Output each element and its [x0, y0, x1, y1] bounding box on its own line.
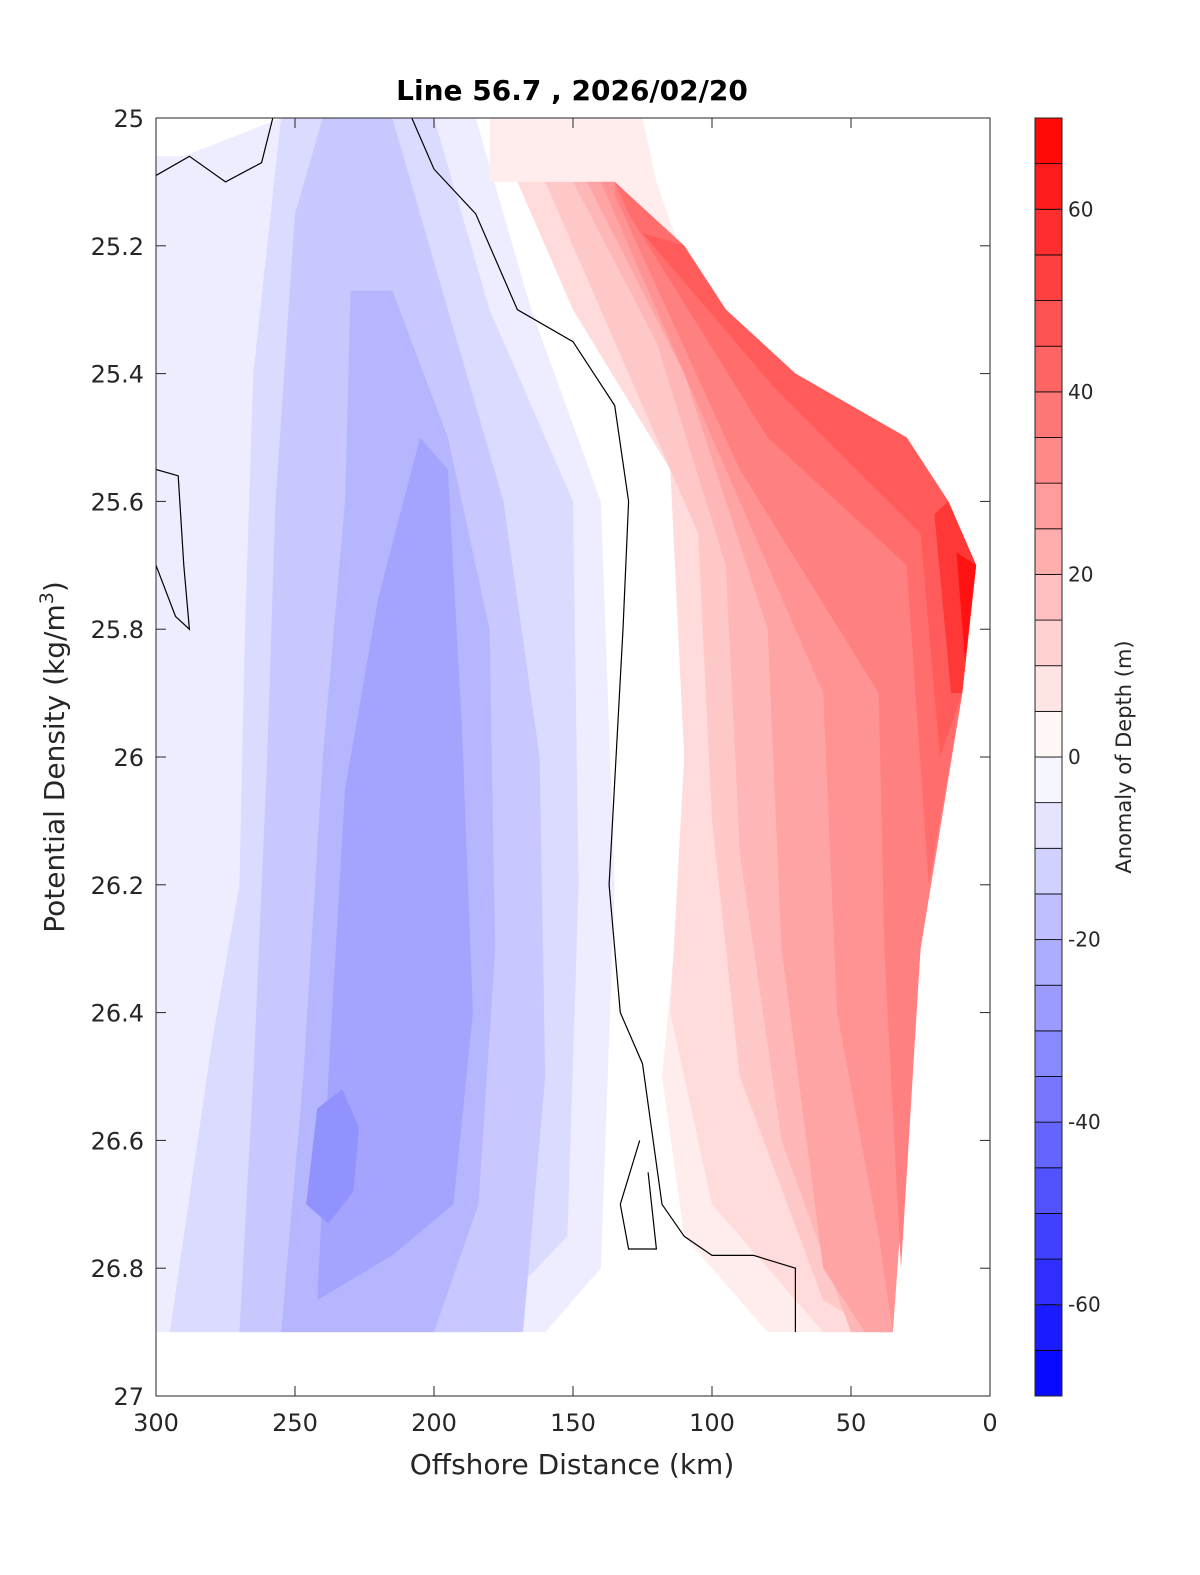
x-tick-label: 0	[982, 1409, 997, 1437]
contour-band-65	[956, 552, 977, 662]
colorbar-tick-label: 20	[1068, 562, 1093, 586]
colorbar-segment	[1034, 163, 1063, 210]
colorbar-tick-label: -40	[1068, 1110, 1101, 1134]
colorbar-segment	[1034, 665, 1063, 712]
x-tick-label: 250	[272, 1409, 318, 1437]
x-tick-label: 300	[133, 1409, 179, 1437]
colorbar-segment	[1034, 254, 1063, 301]
y-tick-label: 26.2	[91, 872, 144, 900]
y-tick-label: 25.2	[91, 233, 144, 261]
colorbar-segment	[1034, 939, 1063, 986]
y-axis-label-superscript: 3	[36, 592, 58, 604]
colorbar-tick-label: 0	[1068, 745, 1081, 769]
x-tick-label: 100	[689, 1409, 735, 1437]
y-tick-label: 25.8	[91, 616, 144, 644]
y-tick-label: 26.8	[91, 1255, 144, 1283]
colorbar-tick-label: -20	[1068, 928, 1101, 952]
contour-band-minus-30	[306, 1089, 359, 1224]
chart-title: Line 56.7 , 2026/02/20	[396, 74, 748, 107]
colorbar-segment	[1034, 482, 1063, 530]
colorbar-segment	[1034, 345, 1063, 393]
contour-bands	[156, 118, 977, 1333]
zero-contour-line	[411, 118, 797, 1333]
colorbar-segment	[1034, 984, 1063, 1032]
colorbar-segment	[1034, 1349, 1063, 1397]
colorbar-segment	[1034, 1121, 1063, 1169]
y-axis-label: Potential Density (kg/m3)	[36, 581, 71, 933]
y-tick-label: 26.6	[91, 1127, 144, 1155]
colorbar-segment	[1034, 619, 1063, 667]
colorbar-segment	[1034, 1304, 1063, 1351]
x-axis-label: Offshore Distance (km)	[410, 1448, 735, 1481]
colorbar-segment	[1034, 847, 1063, 895]
zero-contour-line	[156, 118, 274, 183]
colorbar-segments	[1034, 117, 1063, 1397]
colorbar-segment	[1034, 893, 1063, 940]
colorbar-segment	[1034, 437, 1063, 484]
contour-band-minus-25	[317, 437, 473, 1301]
plot-area: 300 250 200 150 100 50 0 2525.225.425.625.8262…	[91, 105, 998, 1437]
x-tick-label: 50	[836, 1409, 867, 1437]
y-tick-label: 26	[113, 744, 144, 772]
colorbar-segment	[1034, 802, 1063, 849]
y-tick-label: 25.6	[91, 488, 144, 516]
colorbar-tick-label: 60	[1068, 197, 1093, 221]
y-axis-ticks: 25 25.2 25.4 25.6 25.8 26 26.2 26.4 26.6 26.8 27	[91, 105, 990, 1411]
colorbar-segment	[1034, 1076, 1063, 1123]
colorbar-segment	[1034, 1213, 1063, 1260]
colorbar-segment	[1034, 1030, 1063, 1077]
contour-band-45	[642, 233, 977, 757]
y-tick-label: 27	[113, 1383, 144, 1411]
colorbar-tick-label: 40	[1068, 380, 1093, 404]
y-tick-label: 25.4	[91, 361, 144, 389]
colorbar-segment	[1034, 1258, 1063, 1306]
zero-contour-lines	[156, 118, 797, 1333]
colorbar-segment	[1034, 117, 1063, 165]
y-axis-label-close: )	[38, 581, 71, 592]
colorbar-segment	[1034, 300, 1063, 347]
contour-band-40	[614, 181, 977, 885]
colorbar-label: Anomaly of Depth (m)	[1112, 640, 1136, 873]
y-tick-label: 26.4	[91, 1000, 144, 1028]
colorbar-ticks: 60 40 20 0 -20 -40 -60	[1035, 197, 1101, 1317]
colorbar-tick-label: -60	[1068, 1293, 1101, 1317]
colorbar-segment	[1034, 710, 1063, 758]
x-tick-label: 200	[411, 1409, 457, 1437]
zero-contour-line	[619, 1140, 658, 1250]
y-tick-label: 25	[113, 105, 144, 133]
colorbar-segment	[1034, 574, 1063, 621]
colorbar-segment	[1034, 208, 1063, 256]
colorbar: 60 40 20 0 -20 -40 -60 Anomaly of Depth (m)	[1034, 117, 1136, 1397]
colorbar-segment	[1034, 756, 1063, 804]
x-axis-ticks: 300 250 200 150 100 50 0	[133, 118, 998, 1437]
y-axis-label-main: Potential Density (kg/m	[38, 604, 71, 933]
x-tick-label: 150	[550, 1409, 596, 1437]
zero-contour-line	[156, 468, 191, 631]
colorbar-segment	[1034, 528, 1063, 575]
colorbar-segment	[1034, 391, 1063, 438]
colorbar-segment	[1034, 1167, 1063, 1214]
